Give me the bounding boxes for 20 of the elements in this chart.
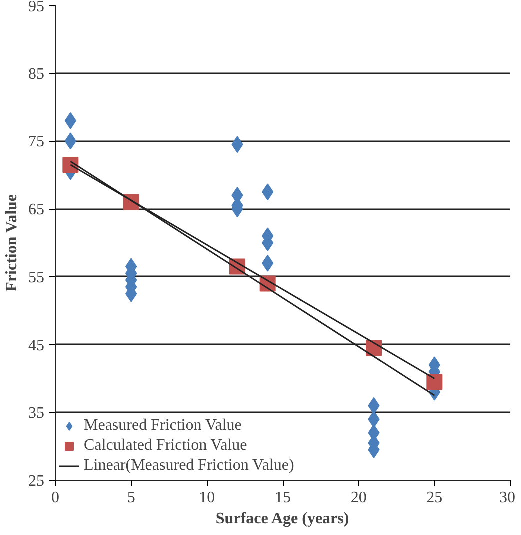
x-axis-title: Surface Age (years) xyxy=(216,510,350,528)
x-tick-label: 20 xyxy=(350,490,367,506)
legend-label: Linear(Measured Friction Value) xyxy=(84,457,294,475)
x-tick-label: 30 xyxy=(500,490,516,506)
y-tick-label: 35 xyxy=(28,405,44,422)
y-tick-label: 25 xyxy=(28,473,44,490)
legend-label: Measured Friction Value xyxy=(84,417,242,435)
y-axis-title: Friction Value xyxy=(4,194,20,292)
y-tick-label: 65 xyxy=(28,202,44,219)
x-tick-label: 15 xyxy=(275,490,291,506)
x-tick-label: 10 xyxy=(199,490,216,506)
x-tick-label: 5 xyxy=(127,490,136,506)
y-tick-label: 85 xyxy=(28,66,44,83)
y-tick-label: 55 xyxy=(28,269,44,286)
x-tick-label: 0 xyxy=(52,490,60,506)
y-tick-label: 75 xyxy=(28,134,44,151)
y-tick-label: 45 xyxy=(28,337,44,354)
x-tick-label: 25 xyxy=(426,490,443,506)
y-tick-label: 95 xyxy=(28,0,44,16)
legend-label: Calculated Friction Value xyxy=(84,437,248,455)
